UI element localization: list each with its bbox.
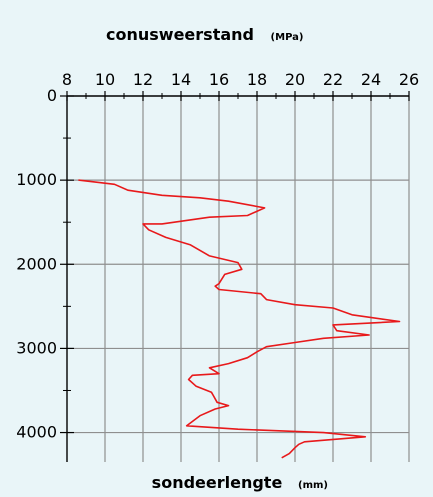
x-axis-tick-label: 20 (285, 70, 305, 89)
tick-label-layer: 8 10 12 14 16 18 20 22 24 26 0 1000 2000 3000 4000 (16, 70, 419, 442)
series-layer (78, 179, 401, 459)
x-axis-tick-label: 10 (95, 70, 115, 89)
axis-layer (60, 91, 410, 462)
grid-layer (67, 96, 410, 462)
x-axis-tick-label: 26 (399, 70, 419, 89)
y-axis-tick-label: 3000 (16, 338, 57, 357)
x-axis-tick-label: 12 (133, 70, 153, 89)
chart-title: conusweerstand (106, 25, 254, 44)
y-axis-tick-label: 0 (47, 86, 57, 105)
series-line (78, 179, 401, 459)
y-axis-tick-label: 1000 (16, 170, 57, 189)
x-axis-tick-label: 16 (209, 70, 229, 89)
x-axis-label: sondeerlengte (152, 473, 283, 492)
x-axis-label-unit: (mm) (298, 480, 328, 491)
chart-title-unit: (MPa) (271, 32, 304, 43)
x-axis-tick-label: 8 (62, 70, 72, 89)
x-axis-tick-label: 24 (361, 70, 381, 89)
x-axis-tick-label: 22 (323, 70, 343, 89)
x-axis-tick-label: 18 (247, 70, 267, 89)
y-axis-tick-label: 4000 (16, 423, 57, 442)
x-axis-tick-label: 14 (171, 70, 191, 89)
y-axis-tick-label: 2000 (16, 254, 57, 273)
